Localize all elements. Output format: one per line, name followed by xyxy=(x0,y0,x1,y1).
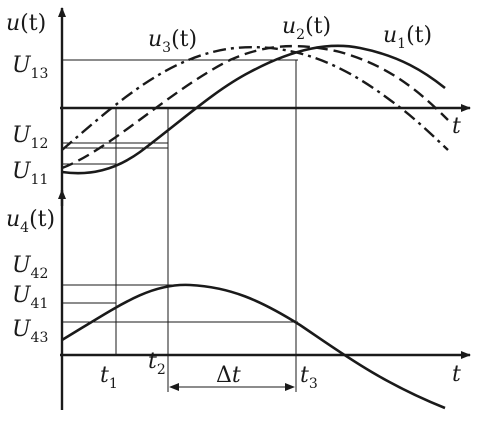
upper-x-axis-label: t xyxy=(452,114,461,139)
u3-curve xyxy=(61,46,449,151)
lower-y-axis-label: u4(t) xyxy=(6,207,55,236)
u11-label: U11 xyxy=(12,159,48,188)
upper-plot: u(t) t u3(t) u2(t) u1(t) U13 U12 U11 xyxy=(6,7,471,206)
u2-curve xyxy=(61,44,449,170)
u1-curve xyxy=(61,44,446,175)
t2-label: t2 xyxy=(148,349,166,378)
u42-label: U42 xyxy=(12,253,48,282)
u12-label: U12 xyxy=(12,123,48,152)
t3-label: t3 xyxy=(300,363,318,392)
u43-label: U43 xyxy=(12,317,48,346)
lower-plot: u4(t) t U42 U41 U43 t1 t2 t3 Δt xyxy=(6,60,471,410)
t1-label: t1 xyxy=(100,363,118,392)
u41-label: U41 xyxy=(12,283,48,312)
u1-label: u1(t) xyxy=(383,23,432,52)
upper-y-axis-label: u(t) xyxy=(6,11,46,36)
delta-t-label: Δt xyxy=(216,363,241,388)
u4-curve xyxy=(61,283,446,410)
u2-label: u2(t) xyxy=(282,14,331,43)
lower-x-axis-label: t xyxy=(452,362,461,387)
u3-label: u3(t) xyxy=(148,27,197,56)
u13-label: U13 xyxy=(12,53,48,82)
